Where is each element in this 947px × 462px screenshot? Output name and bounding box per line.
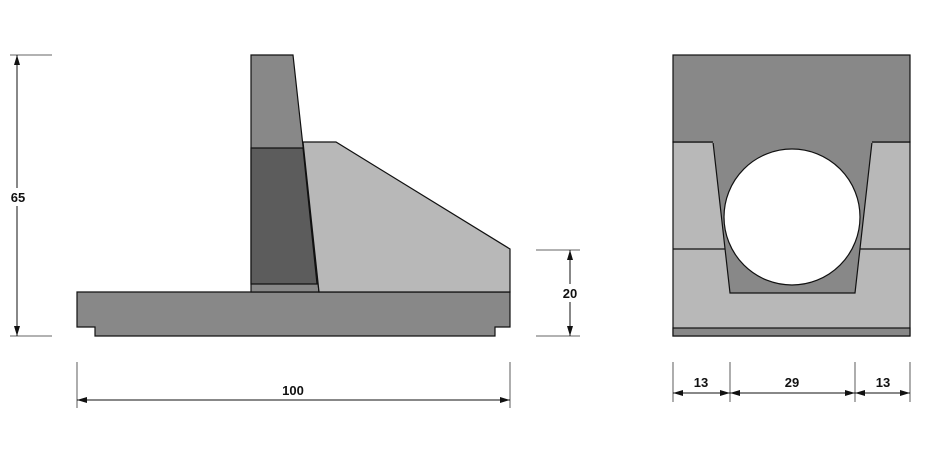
dimension-label-29: 29 [785, 375, 799, 390]
dimension-width: 100 [76, 362, 511, 408]
front-top-block [672, 54, 911, 143]
pipe-opening [723, 148, 861, 286]
front-view: 13 29 13 [672, 54, 911, 402]
dimension-label-100: 100 [282, 383, 304, 398]
front-base-strip [672, 327, 911, 337]
footing [76, 291, 511, 337]
stem-dark-band [250, 147, 318, 285]
front-dimensions: 13 29 13 [672, 362, 911, 402]
side-view: 65 20 100 [7, 54, 582, 408]
dimension-label-65: 65 [11, 190, 25, 205]
backfill-wedge [302, 141, 511, 293]
dimension-label-left-13: 13 [694, 375, 708, 390]
dimension-footing-height: 20 [536, 249, 582, 337]
dimension-height: 65 [7, 54, 52, 337]
dimension-label-right-13: 13 [876, 375, 890, 390]
dimension-label-20: 20 [563, 286, 577, 301]
